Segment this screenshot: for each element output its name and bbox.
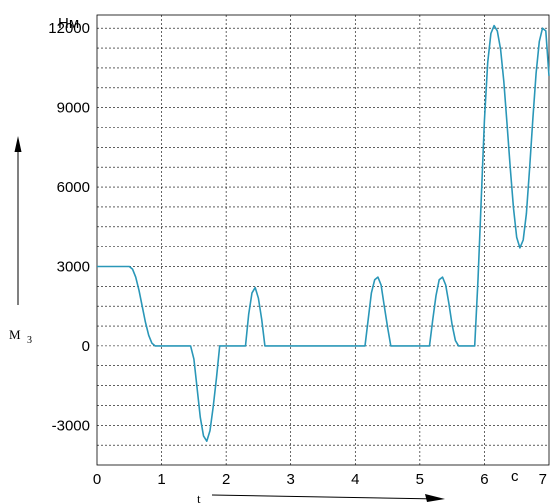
x-tick-label: 0 bbox=[93, 471, 101, 488]
x-tick-label: 5 bbox=[416, 471, 424, 488]
y-axis-label-main: M bbox=[9, 327, 21, 342]
x-axis-label: t bbox=[197, 491, 445, 503]
y-tick-label: -3000 bbox=[52, 417, 90, 434]
y-tick-label: 0 bbox=[82, 338, 90, 355]
y-axis-arrow-head bbox=[14, 136, 22, 152]
x-axis-arrow-head bbox=[425, 494, 445, 502]
x-tick-label: 7 bbox=[539, 471, 547, 488]
x-tick-labels: 0 1 2 3 4 5 6 7 bbox=[93, 471, 547, 488]
x-tick-label: 3 bbox=[287, 471, 295, 488]
y-tick-label: 6000 bbox=[57, 179, 90, 196]
x-tick-label: 1 bbox=[157, 471, 165, 488]
y-tick-label: 12000 bbox=[48, 20, 90, 37]
y-axis-label: M 3 bbox=[9, 136, 32, 346]
y-axis-label-sub: 3 bbox=[27, 335, 32, 346]
x-unit-label: с bbox=[511, 468, 519, 485]
x-tick-label: 2 bbox=[222, 471, 230, 488]
x-tick-label: 6 bbox=[480, 471, 488, 488]
y-tick-label: 3000 bbox=[57, 258, 90, 275]
grid bbox=[97, 15, 549, 465]
series-line bbox=[97, 24, 550, 442]
y-tick-label: 9000 bbox=[57, 100, 90, 117]
plot-frame bbox=[96, 14, 550, 466]
x-axis-arrow-line bbox=[211, 494, 441, 500]
y-unit-label: Нм bbox=[58, 15, 79, 32]
x-tick-label: 4 bbox=[351, 471, 359, 488]
x-axis-label-main: t bbox=[197, 491, 201, 503]
y-tick-labels: -3000 0 3000 6000 9000 12000 bbox=[48, 20, 90, 434]
